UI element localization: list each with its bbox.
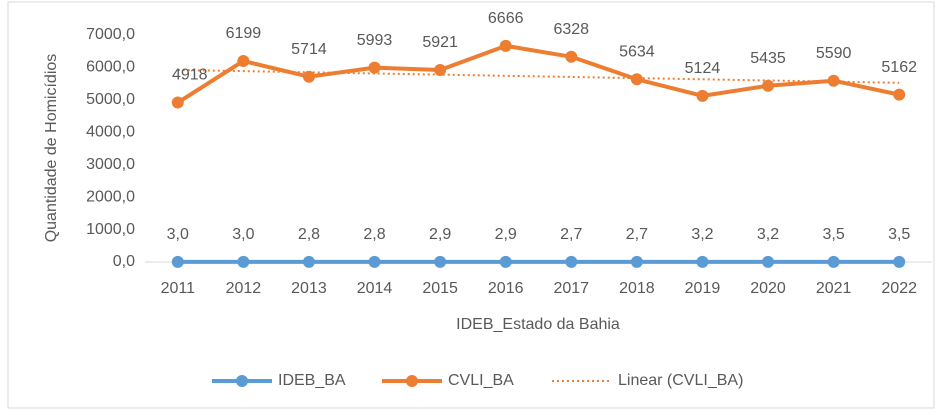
y-axis-label: Quantidade de Homicídios <box>43 54 60 243</box>
y-tick-label: 0,0 <box>113 253 135 270</box>
data-label: 3,0 <box>232 226 254 243</box>
y-tick-label: 7000,0 <box>86 26 135 43</box>
point <box>565 51 577 63</box>
data-label: 5921 <box>422 34 458 51</box>
legend-label: CVLI_BA <box>448 372 514 389</box>
point <box>500 40 512 52</box>
data-label: 3,2 <box>757 226 779 243</box>
legend-marker <box>406 375 418 387</box>
x-tick-label: 2016 <box>488 280 524 297</box>
data-label: 6199 <box>226 25 262 42</box>
data-label: 3,5 <box>823 226 845 243</box>
x-tick-label: 2018 <box>619 280 655 297</box>
data-label: 4918 <box>172 67 208 84</box>
x-tick-label: 2019 <box>685 280 721 297</box>
y-tick-label: 1000,0 <box>86 221 135 238</box>
data-label: 3,0 <box>167 226 189 243</box>
point <box>434 256 446 268</box>
data-label: 5124 <box>685 60 721 77</box>
x-tick-label: 2015 <box>422 280 458 297</box>
data-label: 5162 <box>881 59 917 76</box>
data-label: 2,8 <box>363 226 385 243</box>
data-label: 2,9 <box>495 226 517 243</box>
point <box>237 55 249 67</box>
point <box>762 80 774 92</box>
point <box>631 256 643 268</box>
data-label: 2,7 <box>626 226 648 243</box>
legend-marker <box>236 375 248 387</box>
data-label: 2,9 <box>429 226 451 243</box>
point <box>696 90 708 102</box>
point <box>237 256 249 268</box>
x-tick-label: 2022 <box>881 280 917 297</box>
point <box>369 62 381 74</box>
point <box>369 256 381 268</box>
y-tick-label: 6000,0 <box>86 59 135 76</box>
point <box>434 64 446 76</box>
point <box>828 256 840 268</box>
point <box>500 256 512 268</box>
data-label: 6666 <box>488 10 524 27</box>
point <box>696 256 708 268</box>
point <box>828 75 840 87</box>
x-tick-label: 2012 <box>226 280 262 297</box>
y-tick-label: 4000,0 <box>86 124 135 141</box>
x-tick-label: 2021 <box>816 280 852 297</box>
x-tick-label: 2013 <box>291 280 327 297</box>
y-tick-label: 3000,0 <box>86 156 135 173</box>
point <box>762 256 774 268</box>
data-label: 2,7 <box>560 226 582 243</box>
point <box>893 256 905 268</box>
point <box>172 256 184 268</box>
legend-label: IDEB_BA <box>278 372 346 389</box>
data-label: 2,8 <box>298 226 320 243</box>
x-tick-label: 2020 <box>750 280 786 297</box>
data-label: 5590 <box>816 45 852 62</box>
data-label: 5714 <box>291 41 327 58</box>
point <box>172 97 184 109</box>
data-label: 3,2 <box>691 226 713 243</box>
point <box>303 256 315 268</box>
x-axis-label: IDEB_Estado da Bahia <box>456 316 620 333</box>
x-tick-label: 2014 <box>357 280 393 297</box>
point <box>893 89 905 101</box>
data-label: 5993 <box>357 32 393 49</box>
point <box>303 71 315 83</box>
point <box>631 73 643 85</box>
chart-frame <box>8 2 934 408</box>
legend-label: Linear (CVLI_BA) <box>618 372 743 389</box>
data-label: 6328 <box>553 21 589 38</box>
x-tick-label: 2017 <box>553 280 589 297</box>
data-label: 3,5 <box>888 226 910 243</box>
point <box>565 256 577 268</box>
y-tick-label: 5000,0 <box>86 91 135 108</box>
data-label: 5435 <box>750 50 786 67</box>
data-label: 5634 <box>619 44 655 61</box>
x-tick-label: 2011 <box>161 280 196 297</box>
y-tick-label: 2000,0 <box>86 188 135 205</box>
